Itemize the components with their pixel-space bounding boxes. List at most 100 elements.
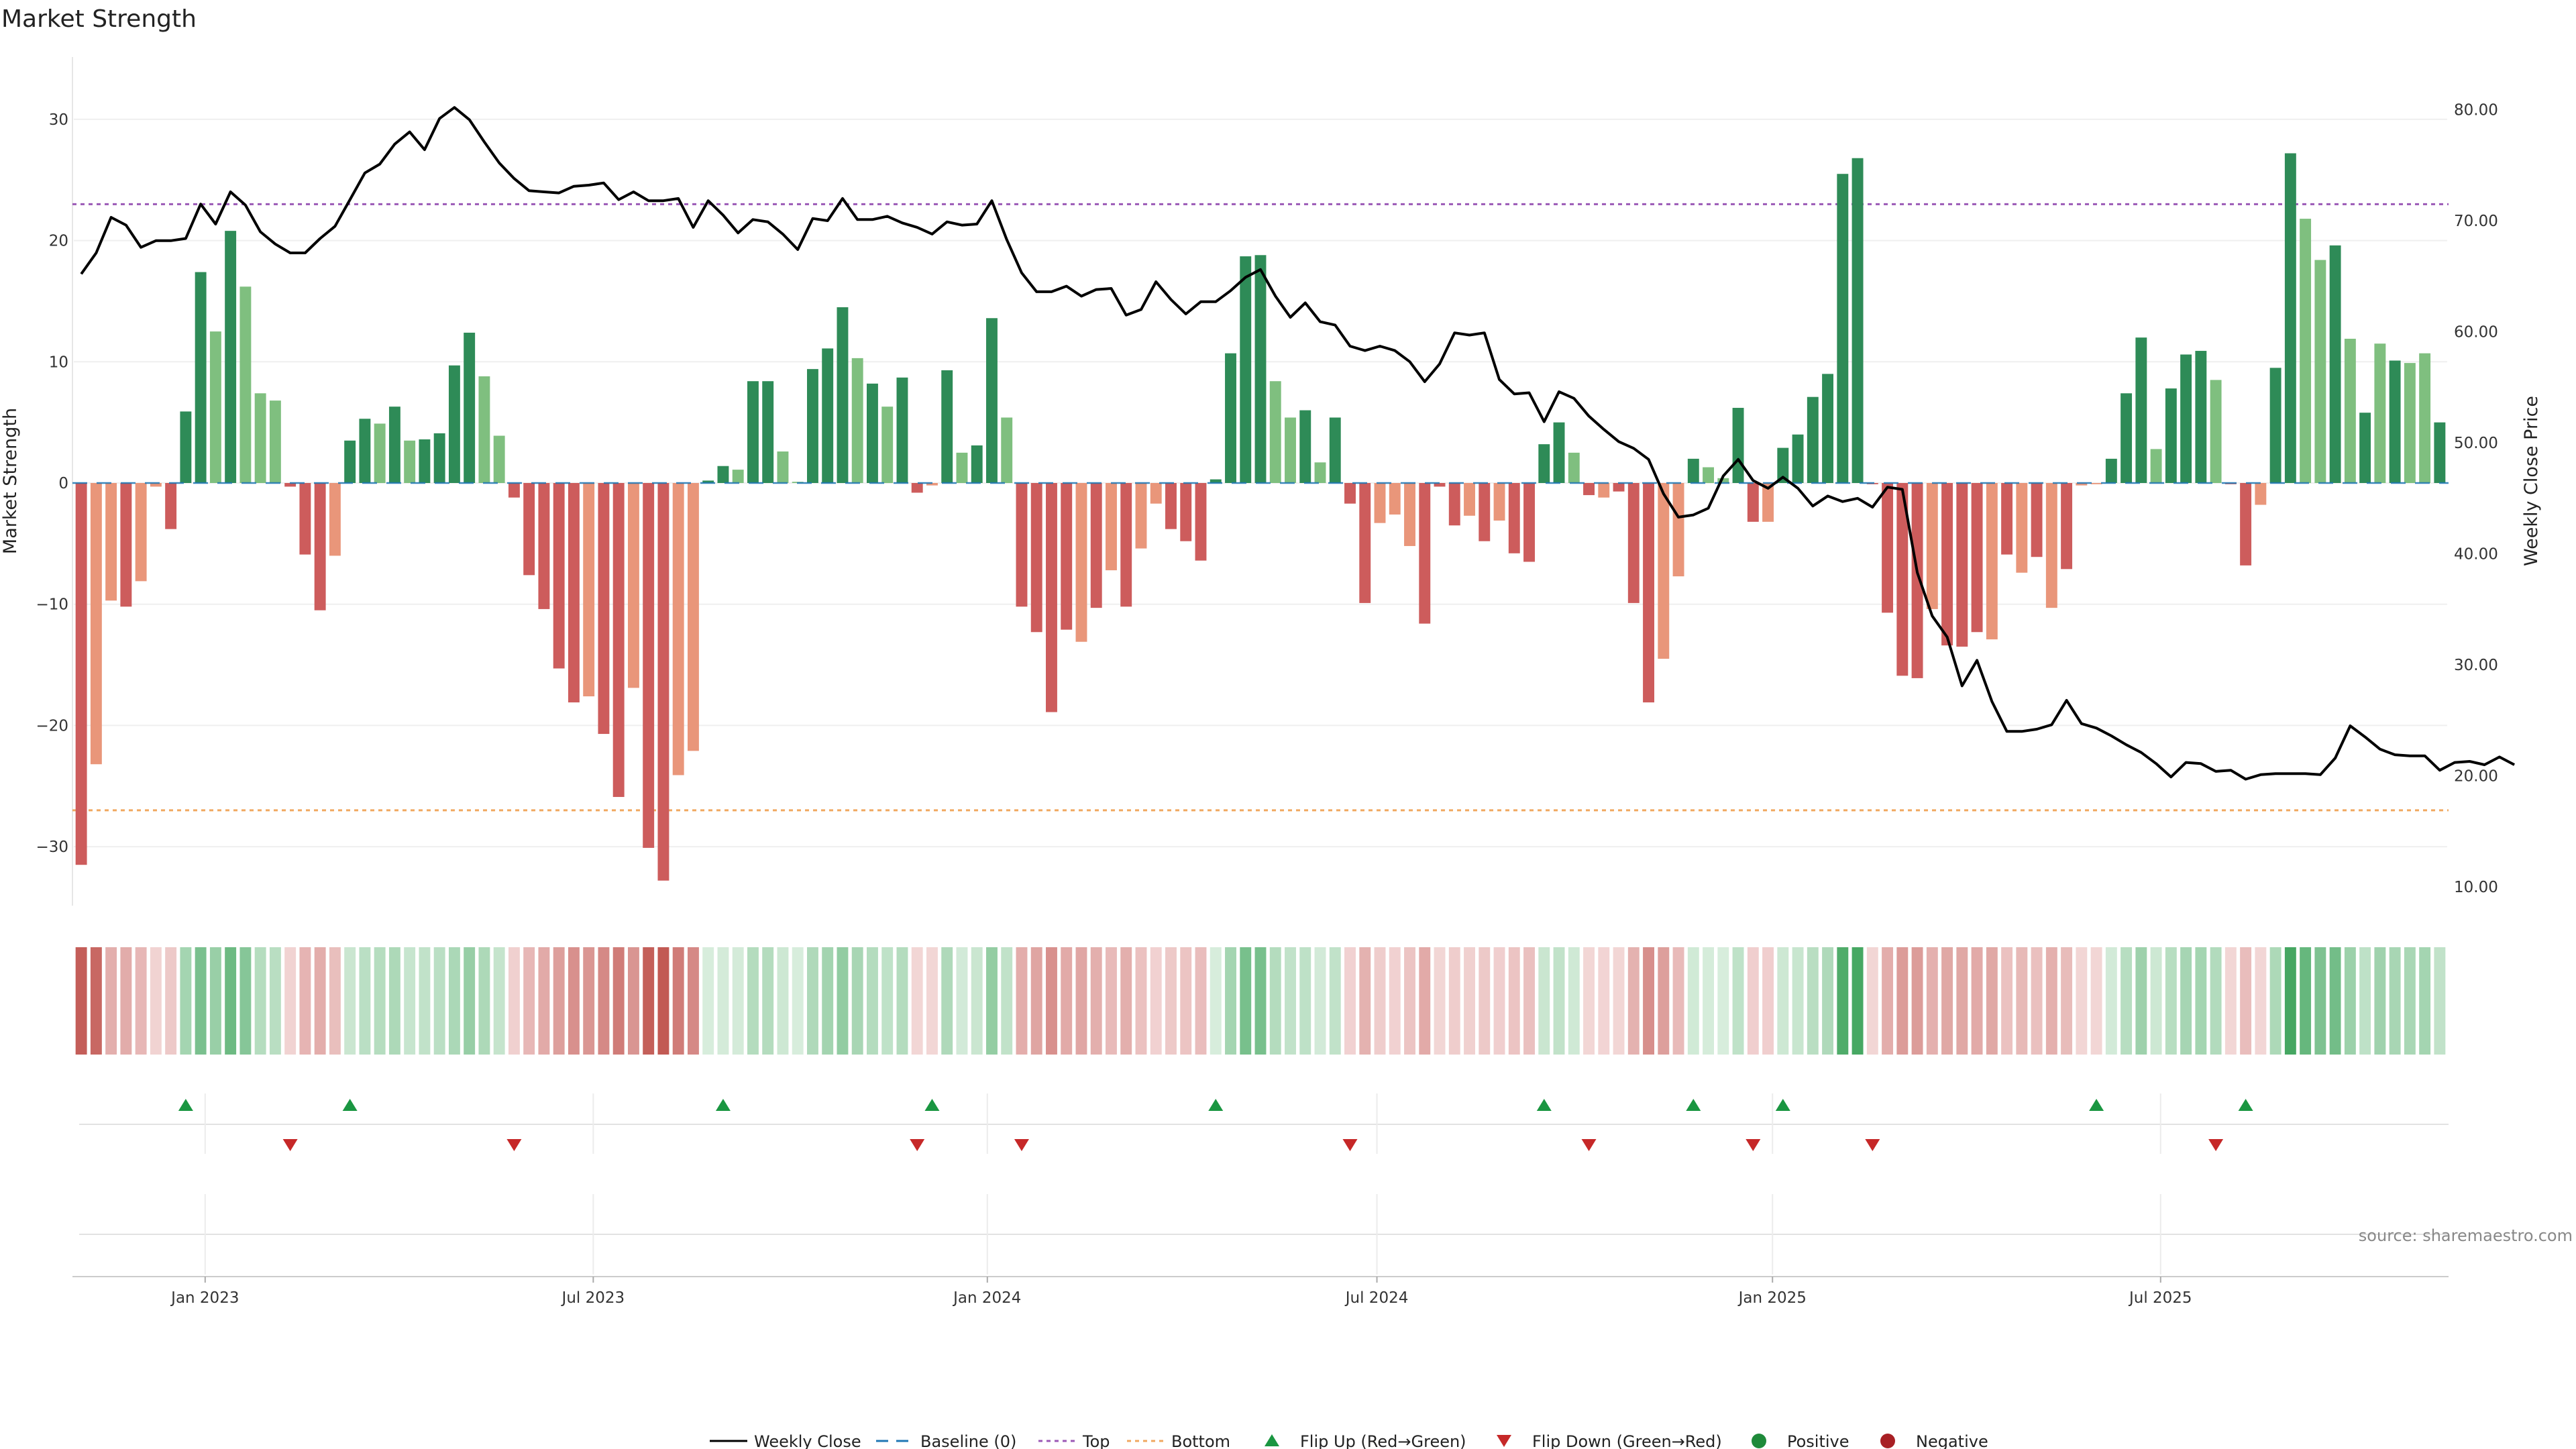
heat-cell-6 — [165, 947, 177, 1055]
left-tick-label-5: −20 — [36, 717, 68, 735]
heat-cell-126 — [1956, 947, 1968, 1055]
bar-week-2 — [105, 483, 117, 601]
flip-markers — [178, 1099, 2253, 1151]
x-tick-label-3: Jul 2024 — [1344, 1289, 1409, 1307]
right-tick-label-7: 10.00 — [2454, 879, 2498, 896]
left-tick-label-6: −30 — [36, 839, 68, 856]
bar-week-106 — [1658, 483, 1670, 659]
flip-up-marker-0 — [178, 1099, 193, 1111]
heat-cell-48 — [792, 947, 804, 1055]
heat-cell-25 — [448, 947, 460, 1055]
heat-cell-71 — [1135, 947, 1147, 1055]
heat-cell-45 — [747, 947, 759, 1055]
heat-cell-27 — [478, 947, 490, 1055]
heat-cell-62 — [1001, 947, 1013, 1055]
heat-cell-149 — [2300, 947, 2312, 1055]
bar-week-10 — [225, 231, 237, 483]
flip-down-marker-4 — [1342, 1139, 1358, 1151]
x-ticks: Jan 2023 Jul 2023 Jan 2024 Jul 2024 Jan 2025… — [170, 1277, 2192, 1307]
bar-week-91 — [1434, 483, 1446, 487]
heat-cell-31 — [538, 947, 550, 1055]
heat-cell-123 — [1911, 947, 1923, 1055]
bar-week-146 — [2255, 483, 2267, 505]
heat-cell-87 — [1374, 947, 1386, 1055]
heat-cell-102 — [1598, 947, 1610, 1055]
bar-week-122 — [1896, 483, 1909, 676]
bar-week-152 — [2344, 338, 2356, 483]
bar-week-93 — [1464, 483, 1475, 516]
heat-cell-117 — [1822, 947, 1834, 1055]
bar-week-33 — [568, 483, 580, 703]
heat-cell-125 — [1941, 947, 1953, 1055]
bar-week-23 — [419, 439, 431, 483]
weekly-close-line — [80, 106, 2516, 781]
legend-swatch-5 — [1497, 1435, 1511, 1447]
heat-cell-63 — [1016, 947, 1028, 1055]
left-tick-label-2: 10 — [49, 354, 68, 371]
bar-week-137 — [2121, 393, 2133, 483]
heat-cell-36 — [612, 947, 625, 1055]
heat-cell-99 — [1553, 947, 1565, 1055]
heat-cell-153 — [2359, 947, 2371, 1055]
bar-week-125 — [1941, 483, 1953, 646]
heat-cell-75 — [1195, 947, 1207, 1055]
bar-week-65 — [1046, 483, 1057, 712]
bar-week-155 — [2389, 360, 2401, 483]
right-tick-label-3: 50.00 — [2454, 435, 2498, 452]
bar-week-39 — [657, 483, 669, 881]
bar-week-147 — [2269, 368, 2282, 483]
heat-cell-128 — [1986, 947, 1998, 1055]
bar-week-40 — [672, 483, 684, 775]
heat-cell-79 — [1254, 947, 1267, 1055]
bar-week-100 — [1568, 452, 1580, 483]
heat-cell-132 — [2045, 947, 2057, 1055]
bar-week-69 — [1106, 483, 1117, 571]
flip-up-marker-9 — [2238, 1099, 2253, 1111]
bar-week-138 — [2135, 337, 2147, 483]
heat-cell-16 — [314, 947, 326, 1055]
heat-cell-70 — [1120, 947, 1132, 1055]
bar-week-61 — [986, 318, 998, 483]
heat-cell-2 — [105, 947, 117, 1055]
bar-week-105 — [1643, 483, 1654, 703]
flip-down-marker-6 — [1746, 1139, 1761, 1151]
right-tick-label-2: 60.00 — [2454, 324, 2498, 341]
heat-cell-92 — [1448, 947, 1460, 1055]
bar-week-32 — [553, 483, 565, 669]
legend-label-2: Top — [1082, 1432, 1110, 1449]
bar-week-94 — [1479, 483, 1491, 541]
bar-week-42 — [702, 480, 714, 483]
heat-cell-118 — [1837, 947, 1849, 1055]
bar-week-63 — [1016, 483, 1028, 607]
heat-cell-3 — [120, 947, 132, 1055]
bar-week-70 — [1120, 483, 1132, 607]
heat-cell-72 — [1150, 947, 1162, 1055]
bar-week-148 — [2284, 153, 2296, 483]
bar-week-92 — [1448, 483, 1460, 526]
heat-cell-69 — [1106, 947, 1117, 1055]
bar-week-149 — [2300, 219, 2312, 483]
heat-cell-17 — [329, 947, 341, 1055]
bar-week-111 — [1732, 407, 1744, 483]
heat-cell-147 — [2269, 947, 2282, 1055]
bar-week-97 — [1523, 483, 1535, 562]
bar-week-74 — [1180, 483, 1192, 541]
bar-week-11 — [239, 286, 252, 483]
heat-cell-107 — [1672, 947, 1684, 1055]
heat-cell-21 — [388, 947, 400, 1055]
heat-cell-61 — [986, 947, 998, 1055]
bar-week-113 — [1762, 483, 1774, 522]
bar-week-41 — [687, 483, 699, 751]
bar-week-145 — [2240, 483, 2252, 566]
heat-cell-83 — [1314, 947, 1326, 1055]
bar-week-0 — [75, 483, 87, 865]
heat-cell-47 — [777, 947, 789, 1055]
heat-cell-46 — [762, 947, 774, 1055]
heat-cell-154 — [2374, 947, 2386, 1055]
bar-week-50 — [822, 348, 834, 483]
flip-down-marker-1 — [506, 1139, 522, 1151]
bar-week-18 — [344, 440, 356, 483]
heat-cell-68 — [1090, 947, 1102, 1055]
heat-cell-82 — [1299, 947, 1311, 1055]
bar-week-59 — [956, 452, 968, 483]
